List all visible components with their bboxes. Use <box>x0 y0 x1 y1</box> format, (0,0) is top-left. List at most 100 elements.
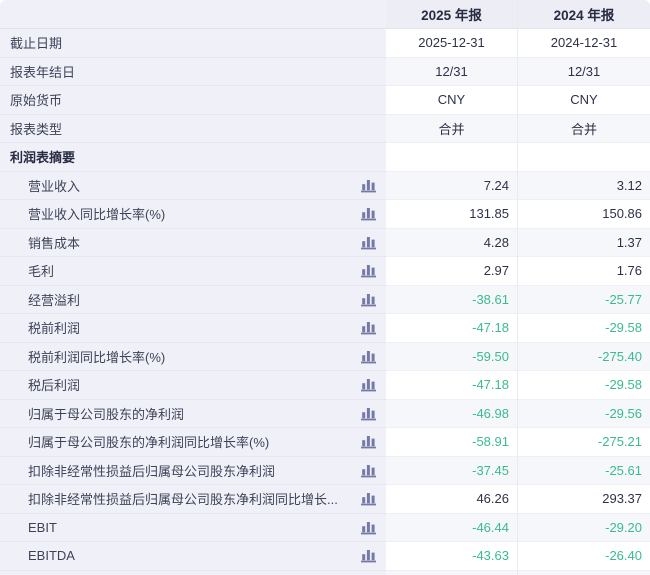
value-cell-2024: -29.20 <box>517 513 650 542</box>
row-label-cell: 归属于母公司股东的净利润 <box>0 399 386 428</box>
value-cell-2024: -29.58 <box>517 314 650 343</box>
row-label: 税前利润同比增长率(%) <box>28 349 166 365</box>
value-cell-2025: -47.18 <box>386 314 517 343</box>
value-cell-2024: -275.40 <box>517 342 650 371</box>
table-row: 毛利 2.97 1.76 <box>0 257 650 286</box>
table-row: 营业收入 7.24 3.12 <box>0 171 650 200</box>
bar-chart-icon[interactable] <box>360 434 377 449</box>
row-label: 经营溢利 <box>28 292 81 308</box>
value-cell-2025: 131.85 <box>386 200 517 229</box>
value-cell-2024: -25.77 <box>517 285 650 314</box>
value-cell-2024: 2024-12-31 <box>517 29 650 58</box>
value-cell-2024: -26.40 <box>517 542 650 571</box>
value-cell-2024: -25.61 <box>517 456 650 485</box>
bar-chart-icon[interactable] <box>360 206 377 221</box>
value-cell-2025: CNY <box>386 86 517 115</box>
bar-chart-icon[interactable] <box>360 235 377 250</box>
bar-chart-icon[interactable] <box>360 178 377 193</box>
value-cell-2025: -59.50 <box>386 342 517 371</box>
value-cell-2024: 12/31 <box>517 57 650 86</box>
row-label-cell: 税后利润 <box>0 371 386 400</box>
row-label-cell: 报表年结日 <box>0 57 386 86</box>
row-label-cell: 归属于母公司股东的净利润同比增长率(%) <box>0 428 386 457</box>
table-row: 报表类型 合并 合并 <box>0 114 650 143</box>
row-label: 归属于母公司股东的净利润同比增长率(%) <box>28 435 270 451</box>
bar-chart-icon[interactable] <box>360 377 377 392</box>
column-header-2024[interactable]: 2024 年报 <box>517 0 650 29</box>
table-row: 税后利润 -47.18 -29.58 <box>0 371 650 400</box>
table-row: 营业收入同比增长率(%) 131.85 150.86 <box>0 200 650 229</box>
value-cell-2024: 3.12 <box>517 171 650 200</box>
value-cell-2025: -58.91 <box>386 428 517 457</box>
value-cell-2025: 合并 <box>386 114 517 143</box>
value-cell-2025: 4.28 <box>386 228 517 257</box>
table-row: 截止日期 2025-12-31 2024-12-31 <box>0 29 650 58</box>
bar-chart-icon[interactable] <box>360 406 377 421</box>
value-cell-2024: 293.37 <box>517 485 650 514</box>
row-label: 营业收入 <box>28 178 81 194</box>
table-row: 归属于母公司股东的净利润同比增长率(%) -58.91 -275.21 <box>0 428 650 457</box>
table-row: EBIT -46.44 -29.20 <box>0 513 650 542</box>
row-label-cell: 营业收入同比增长率(%) <box>0 200 386 229</box>
table-row: EBITDA -43.63 -26.40 <box>0 542 650 571</box>
value-cell-2024: -29.56 <box>517 399 650 428</box>
bar-chart-icon[interactable] <box>360 491 377 506</box>
bar-chart-icon[interactable] <box>360 292 377 307</box>
row-label-cell: 税前利润 <box>0 314 386 343</box>
row-label-cell: 经营溢利 <box>0 285 386 314</box>
row-label: 销售成本 <box>28 235 81 251</box>
value-cell-2025: 2025-12-31 <box>386 29 517 58</box>
row-label: 报表类型 <box>10 121 63 137</box>
partial-value-cell <box>386 570 517 575</box>
value-cell-2024: 1.37 <box>517 228 650 257</box>
row-label-cell: 截止日期 <box>0 29 386 58</box>
value-cell-2024: CNY <box>517 86 650 115</box>
value-cell-2025: -37.45 <box>386 456 517 485</box>
row-label-cell: 营业收入 <box>0 171 386 200</box>
row-label: 扣除非经常性损益后归属母公司股东净利润同比增长... <box>28 492 338 508</box>
value-cell-2024 <box>517 143 650 172</box>
row-label: 税后利润 <box>28 378 81 394</box>
bar-chart-icon[interactable] <box>360 349 377 364</box>
table-row: 归属于母公司股东的净利润 -46.98 -29.56 <box>0 399 650 428</box>
row-label: 原始货币 <box>10 93 63 109</box>
header-spacer-cell <box>0 0 386 29</box>
table-row: 销售成本 4.28 1.37 <box>0 228 650 257</box>
value-cell-2025: 2.97 <box>386 257 517 286</box>
value-cell-2025: -46.98 <box>386 399 517 428</box>
value-cell-2025: -47.18 <box>386 371 517 400</box>
row-label: EBITDA <box>28 548 75 564</box>
row-label-cell: 扣除非经常性损益后归属母公司股东净利润同比增长... <box>0 485 386 514</box>
row-label: EBIT <box>28 519 57 535</box>
column-header-2025[interactable]: 2025 年报 <box>386 0 517 29</box>
bar-chart-icon[interactable] <box>360 520 377 535</box>
row-label: 扣除非经常性损益后归属母公司股东净利润 <box>28 463 276 479</box>
value-cell-2024: -275.21 <box>517 428 650 457</box>
table-row: 报表年结日 12/31 12/31 <box>0 57 650 86</box>
row-label: 报表年结日 <box>10 64 76 80</box>
bar-chart-icon[interactable] <box>360 263 377 278</box>
row-label-cell: 原始货币 <box>0 86 386 115</box>
table-row: 扣除非经常性损益后归属母公司股东净利润 -37.45 -25.61 <box>0 456 650 485</box>
table-header-row: 2025 年报 2024 年报 <box>0 0 650 29</box>
row-label-cell: 扣除非经常性损益后归属母公司股东净利润 <box>0 456 386 485</box>
value-cell-2024: 150.86 <box>517 200 650 229</box>
bar-chart-icon[interactable] <box>360 548 377 563</box>
row-label: 营业收入同比增长率(%) <box>28 207 166 223</box>
table-row: 税前利润同比增长率(%) -59.50 -275.40 <box>0 342 650 371</box>
table-row: 原始货币 CNY CNY <box>0 86 650 115</box>
value-cell-2025: 46.26 <box>386 485 517 514</box>
row-label-cell: 税前利润同比增长率(%) <box>0 342 386 371</box>
row-label-cell: 报表类型 <box>0 114 386 143</box>
value-cell-2025: -46.44 <box>386 513 517 542</box>
row-label-cell: EBIT <box>0 513 386 542</box>
bar-chart-icon[interactable] <box>360 320 377 335</box>
value-cell-2025: -38.61 <box>386 285 517 314</box>
partial-next-row <box>0 570 650 575</box>
value-cell-2025: 12/31 <box>386 57 517 86</box>
partial-value-cell <box>517 570 650 575</box>
table-row: 扣除非经常性损益后归属母公司股东净利润同比增长... 46.26 293.37 <box>0 485 650 514</box>
row-label-cell: 利润表摘要 <box>0 143 386 172</box>
bar-chart-icon[interactable] <box>360 463 377 478</box>
